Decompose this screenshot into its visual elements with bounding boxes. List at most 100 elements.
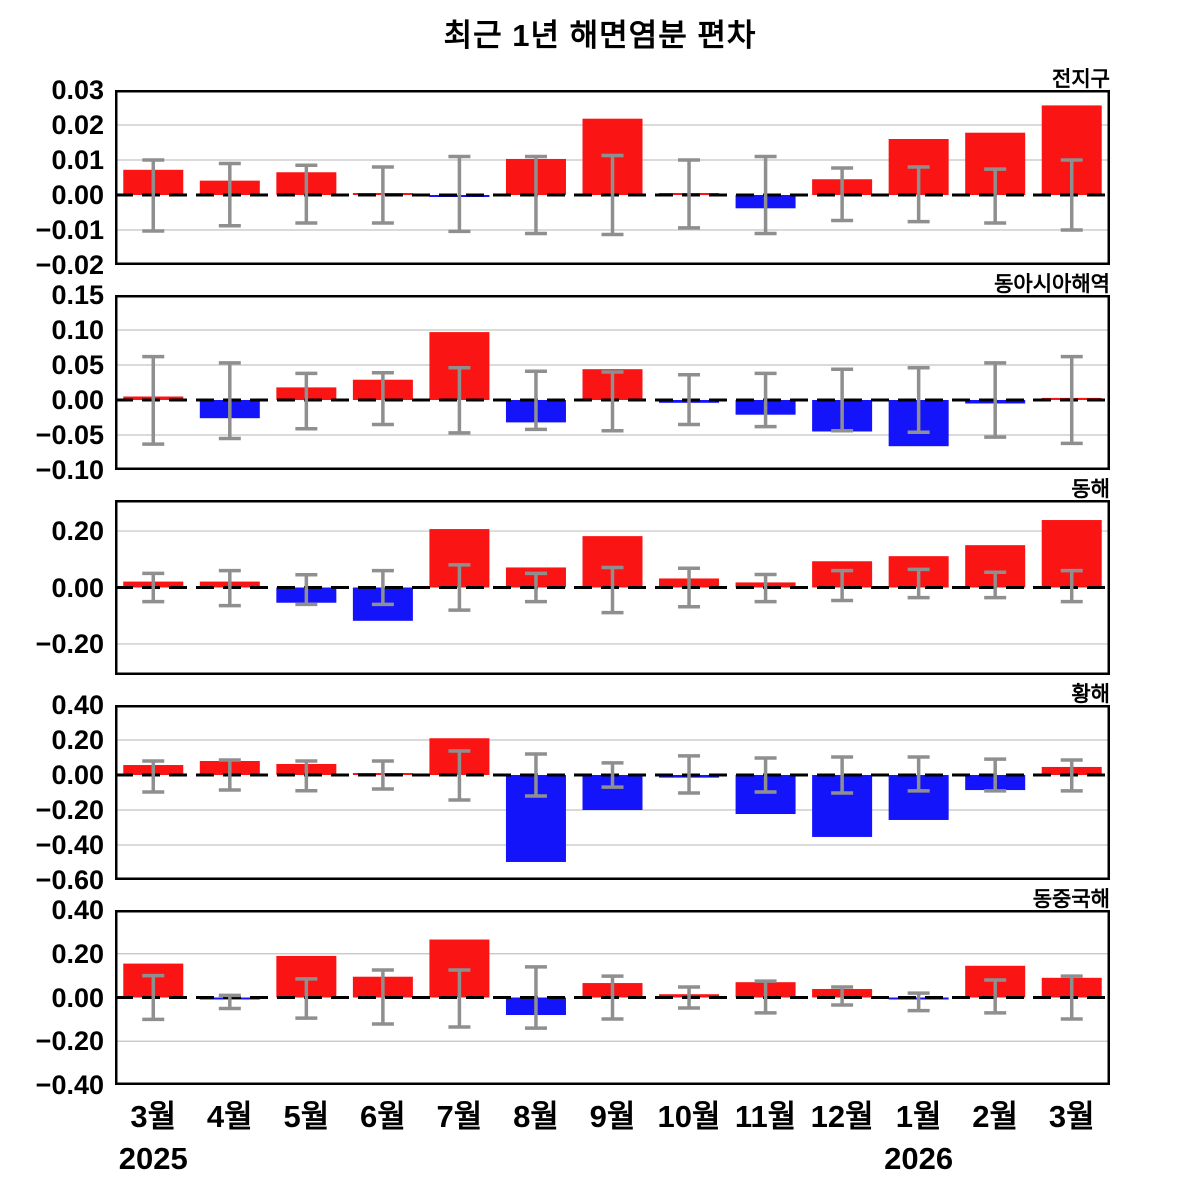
y-tick-label: −0.05 xyxy=(35,420,104,450)
y-tick-label: 0.10 xyxy=(51,315,104,345)
error-bar xyxy=(448,366,471,435)
plot-area-east-china-sea xyxy=(115,910,1110,1085)
y-tick-label: 0.03 xyxy=(51,75,104,105)
y-tick-label: −0.10 xyxy=(35,455,104,485)
y-tick-label: 0.00 xyxy=(51,180,104,210)
panel-frame xyxy=(115,90,1110,265)
y-tick-label: −0.20 xyxy=(35,1026,104,1057)
error-bar xyxy=(907,567,930,600)
error-bar xyxy=(218,161,241,228)
error-bar xyxy=(524,369,547,432)
panel-title-east-asia-seas: 동아시아해역 xyxy=(994,273,1110,296)
error-bar xyxy=(754,979,777,1015)
error-bar xyxy=(295,371,318,431)
error-bar xyxy=(678,158,701,230)
error-bar xyxy=(678,754,701,795)
error-bar xyxy=(448,968,471,1029)
error-bar xyxy=(142,158,165,233)
plot-area-yellow-sea xyxy=(115,705,1110,880)
panel-east-china-sea: 동중국해 0.40 0.20 0.00 −0.20 −0.40 xyxy=(0,880,1200,1099)
error-bar xyxy=(295,977,318,1020)
panel-title-east-sea: 동해 xyxy=(1071,478,1110,501)
panel-frame xyxy=(115,295,1110,470)
error-bar xyxy=(754,756,777,794)
error-bar xyxy=(524,571,547,604)
panel-east-asia-seas: 동아시아해역 0.15 0.10 0.05 0.00 −0.05 −0.10 xyxy=(0,265,1200,484)
panel-frame xyxy=(115,500,1110,675)
error-bar xyxy=(984,757,1007,793)
panel-frame xyxy=(115,910,1110,1085)
y-tick-label: −0.60 xyxy=(35,865,104,895)
chart-panels: 전지구 0.03 0.02 0.01 0.00 −0.01 −0.02 동아시아해역 0.15 0… xyxy=(0,60,1200,1099)
error-bar xyxy=(371,968,394,1026)
y-tick-label: 0.00 xyxy=(51,572,104,603)
error-bar xyxy=(984,570,1007,600)
error-bar xyxy=(678,373,701,427)
error-bar xyxy=(601,370,624,433)
y-tick-label: −0.40 xyxy=(35,830,104,860)
x-tick-month-label: 2월 xyxy=(972,1099,1019,1134)
error-bar xyxy=(831,166,854,223)
x-tick-month-label: 10월 xyxy=(657,1099,721,1134)
error-bar xyxy=(524,965,547,1030)
x-tick-month-label: 4월 xyxy=(206,1099,253,1134)
x-tick-month-label: 7월 xyxy=(436,1099,483,1134)
y-tick-label: −0.20 xyxy=(35,795,104,825)
error-bar xyxy=(907,755,930,793)
error-bar xyxy=(295,573,318,607)
error-bar xyxy=(295,163,318,225)
y-tick-label: 0.20 xyxy=(51,516,104,547)
y-tick-label: 0.01 xyxy=(51,145,104,175)
x-tick-month-label: 5월 xyxy=(283,1099,330,1134)
error-bar xyxy=(448,563,471,612)
error-bar xyxy=(831,367,854,433)
error-bar xyxy=(831,985,854,1007)
error-bar xyxy=(601,761,624,789)
error-bar xyxy=(1060,354,1083,446)
error-bar xyxy=(142,354,165,446)
y-tick-label: −0.02 xyxy=(35,250,104,280)
y-tick-label: 0.05 xyxy=(51,350,104,380)
error-bar xyxy=(371,370,394,427)
y-tick-label: 0.00 xyxy=(51,385,104,415)
panel-east-sea: 동해 0.20 0.00 −0.20 xyxy=(0,470,1200,675)
x-tick-month-label: 3월 xyxy=(1048,1099,1095,1134)
error-bar xyxy=(601,153,624,237)
y-tick-label: −0.20 xyxy=(35,628,104,659)
plot-area-east-asia-seas xyxy=(115,295,1110,470)
error-bar xyxy=(142,571,165,604)
y-tick-label: 0.20 xyxy=(51,938,104,969)
error-bar xyxy=(984,361,1007,439)
error-bar xyxy=(601,565,624,615)
error-bar xyxy=(907,991,930,1013)
error-bar xyxy=(371,759,394,791)
plot-area-global xyxy=(115,90,1110,265)
error-bar xyxy=(1060,758,1083,793)
x-tick-month-label: 11월 xyxy=(734,1099,797,1134)
error-bar xyxy=(371,568,394,607)
x-axis: 3월 4월 5월 6월 7월 8월 9월 10월 11월 12월 1월 2월 3월 2025 2026 xyxy=(0,1085,1200,1195)
error-bar xyxy=(1060,158,1083,232)
error-bar xyxy=(371,165,394,225)
panel-title-global: 전지구 xyxy=(1052,68,1110,91)
error-bar xyxy=(142,759,165,794)
error-bar xyxy=(831,755,854,795)
error-bar xyxy=(754,572,777,604)
y-tick-label: 0.15 xyxy=(51,280,104,310)
panel-frame xyxy=(115,705,1110,880)
y-tick-label: 0.00 xyxy=(51,982,104,1013)
y-tick-label: 0.00 xyxy=(51,760,104,790)
y-tick-label: 0.40 xyxy=(51,690,104,720)
x-axis-year-label: 2025 xyxy=(118,1141,188,1176)
x-tick-month-label: 1월 xyxy=(895,1099,942,1134)
x-tick-month-label: 6월 xyxy=(359,1099,406,1134)
panel-yellow-sea: 황해 0.40 0.20 0.00 −0.20 −0.40 −0.60 xyxy=(0,675,1200,894)
y-tick-label: −0.40 xyxy=(35,1070,104,1100)
error-bar xyxy=(448,749,471,802)
y-tick-label: −0.01 xyxy=(35,215,104,245)
error-bar xyxy=(142,973,165,1022)
error-bar xyxy=(754,371,777,429)
error-bar xyxy=(218,361,241,441)
x-tick-month-label: 12월 xyxy=(810,1099,874,1134)
